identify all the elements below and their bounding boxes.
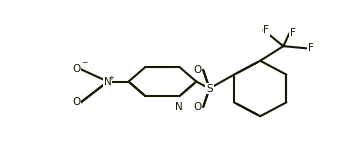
- Text: N: N: [104, 77, 112, 87]
- Text: F: F: [290, 28, 295, 38]
- Text: O: O: [193, 65, 201, 75]
- Text: F: F: [264, 25, 269, 35]
- Text: O: O: [72, 64, 80, 74]
- Text: +: +: [109, 75, 114, 81]
- Text: F: F: [308, 44, 314, 53]
- Text: −: −: [81, 59, 87, 68]
- Text: O: O: [72, 97, 80, 107]
- Text: O: O: [193, 102, 201, 112]
- Text: N: N: [175, 102, 183, 112]
- Text: S: S: [206, 84, 213, 93]
